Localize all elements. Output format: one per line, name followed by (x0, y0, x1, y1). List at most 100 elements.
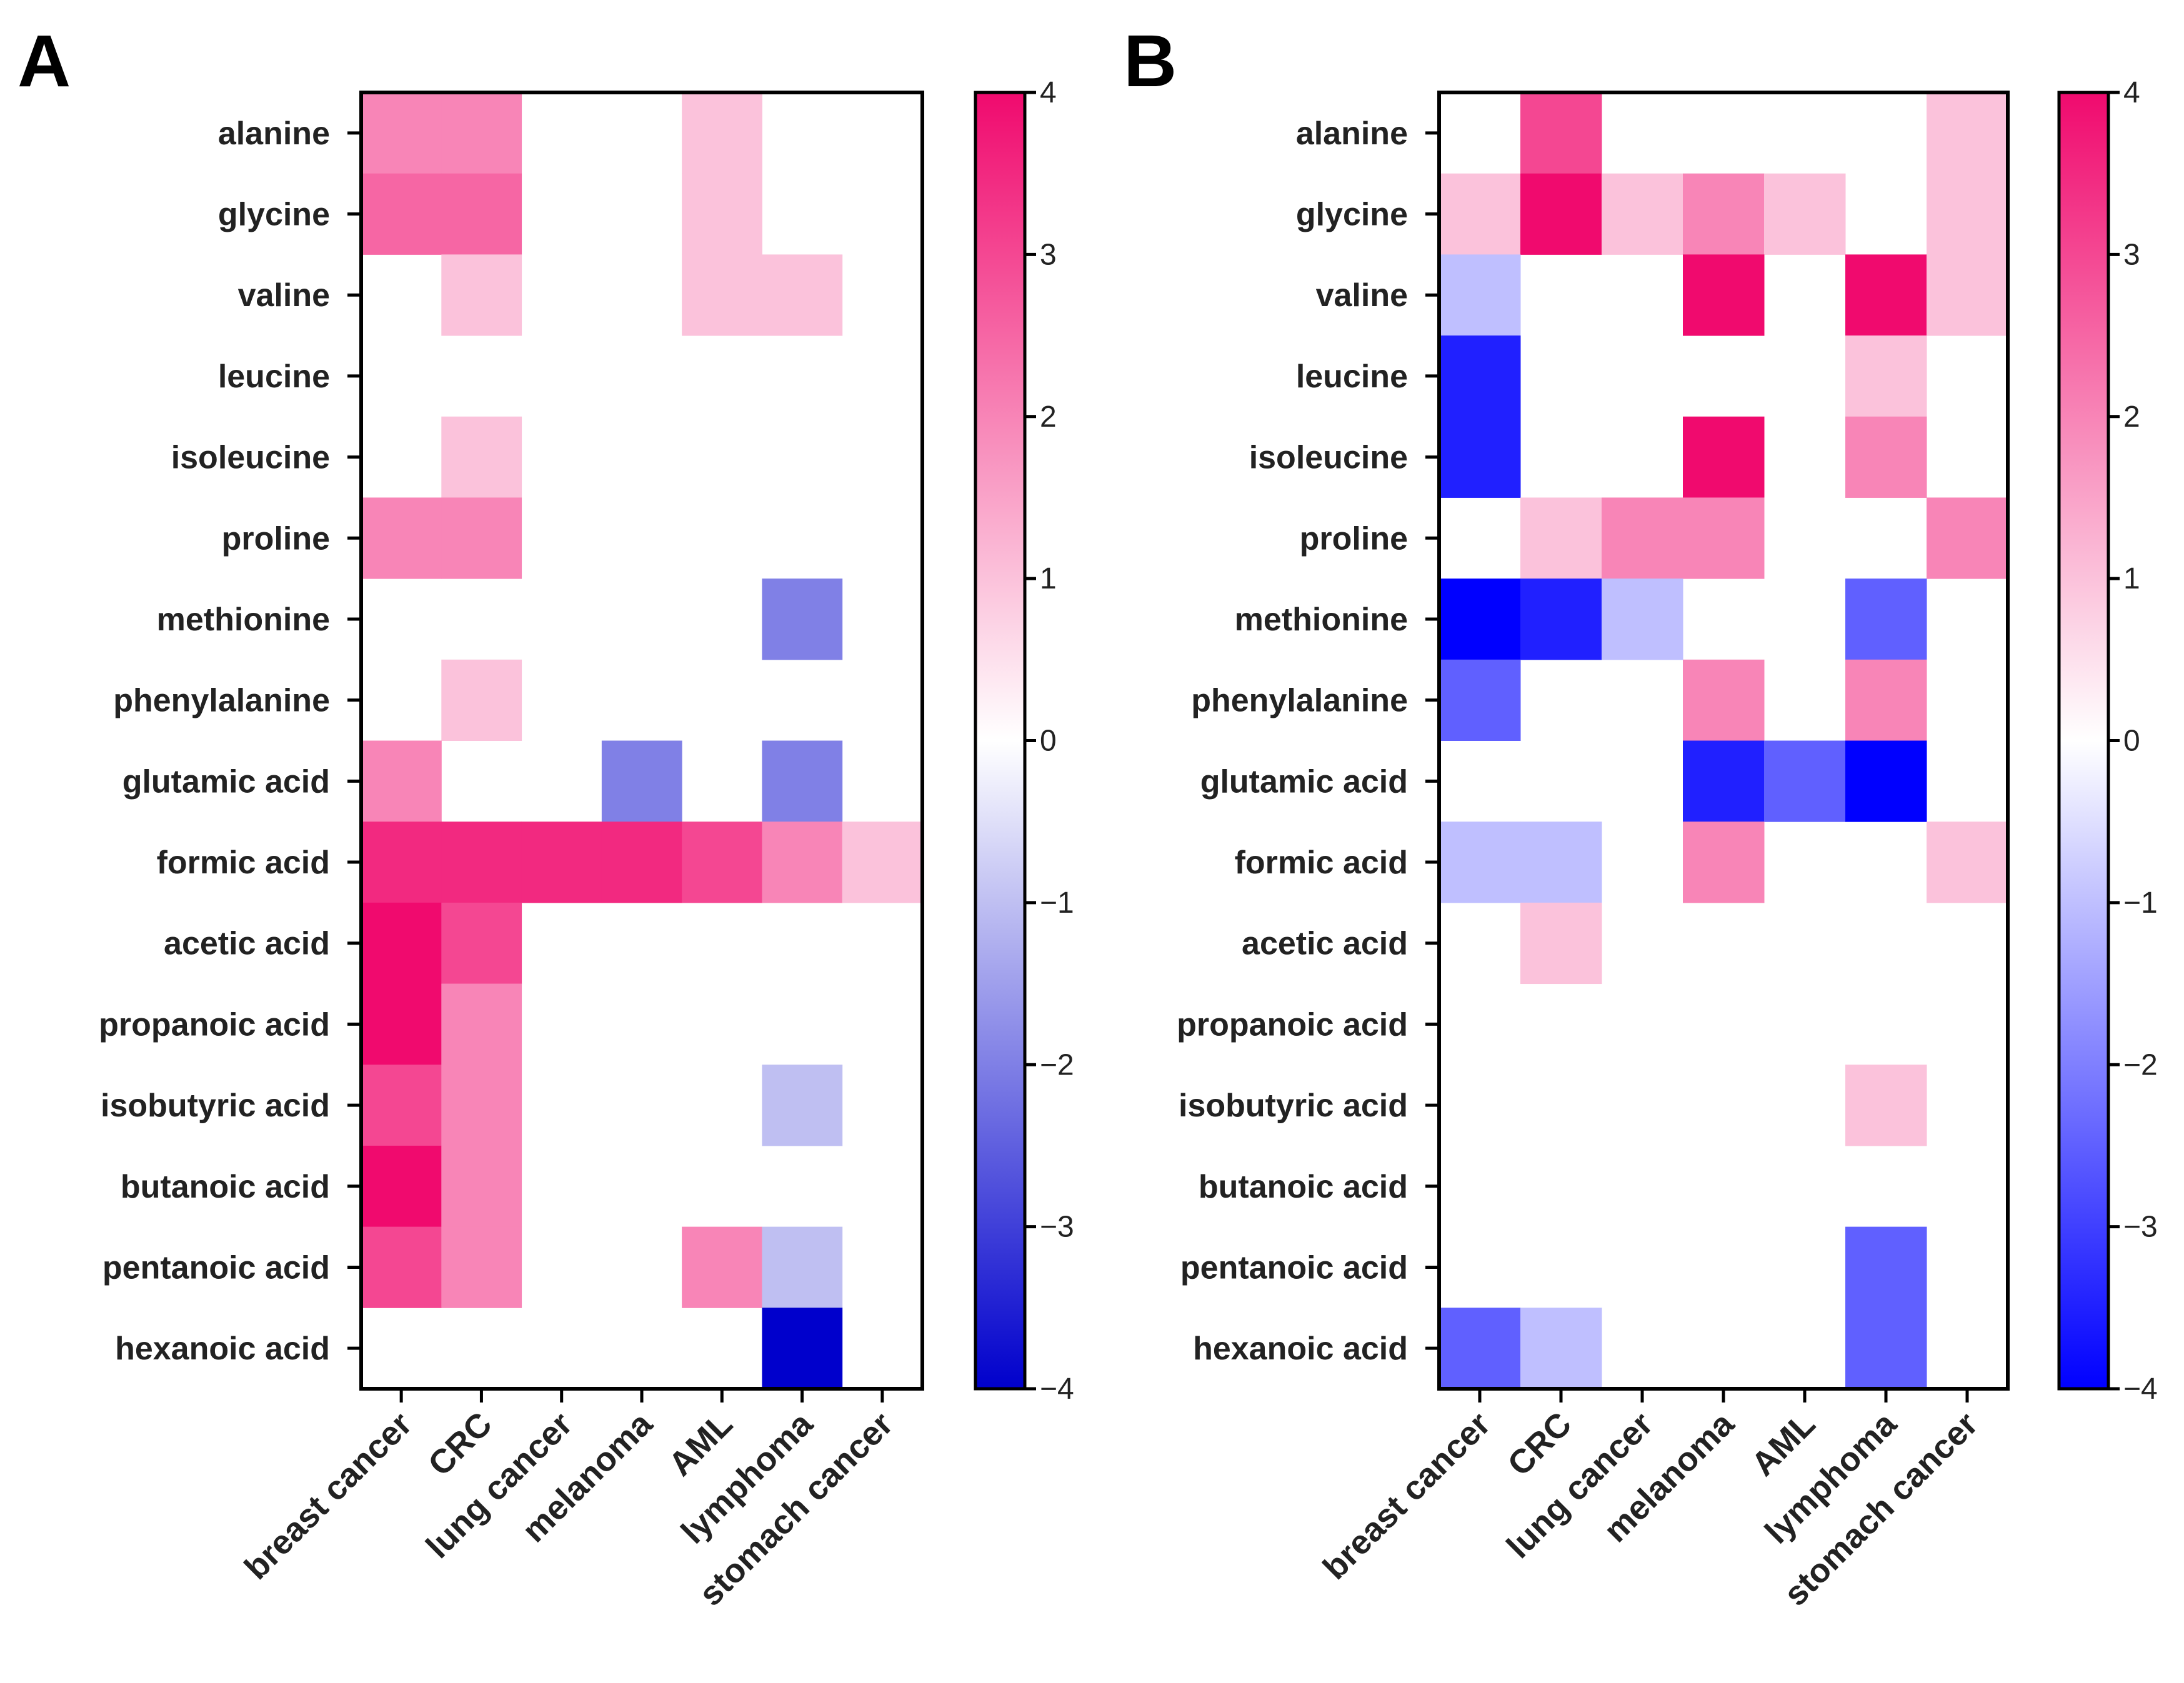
heatmap-cell (1845, 1065, 1927, 1146)
heatmap-panel-a: alanine glycine valine leucine isoleucine pro… (99, 76, 1074, 1613)
heatmap-cell (1520, 173, 1602, 255)
heatmap-cell (441, 416, 522, 498)
row-label: glutamic acid (122, 763, 330, 800)
colorbar-tick-label: −4 (1040, 1373, 1074, 1406)
colorbar-tick-label: −4 (2123, 1373, 2158, 1406)
heatmap-cell (1602, 173, 1683, 255)
row-label: phenylalanine (113, 683, 330, 719)
heatmap-cell (762, 254, 843, 336)
heatmap-cell (1439, 822, 1521, 903)
row-label: pentanoic acid (102, 1249, 330, 1286)
heatmap-cell (1439, 416, 1521, 498)
row-label: glycine (1296, 197, 1408, 233)
row-label: acetic acid (1242, 926, 1408, 962)
heatmap-cell (361, 740, 442, 822)
heatmap-cell (441, 902, 522, 985)
colorbar-tick-label: 4 (2123, 76, 2140, 109)
heatmap-cell (361, 173, 442, 255)
heatmap-cell (1845, 659, 1927, 741)
heatmap-cell (1683, 173, 1765, 255)
heatmap-cell (1439, 254, 1521, 336)
row-label: valine (1316, 277, 1408, 314)
row-label: leucine (1296, 359, 1408, 395)
heatmap-cell (1845, 578, 1927, 660)
colorbar-tick-label: −1 (1040, 886, 1074, 920)
heatmap-cell (441, 92, 522, 174)
heatmap-cell (1683, 740, 1765, 822)
heatmap-cell (1927, 92, 2008, 174)
colorbar-tick-label: 1 (2123, 562, 2140, 595)
row-label: alanine (218, 116, 330, 152)
heatmap-cell (682, 173, 762, 255)
heatmap-cell (1845, 1226, 1927, 1308)
heatmap-cell (1927, 497, 2008, 579)
panel-letter-b: B (1124, 20, 1177, 102)
heatmap-cell (682, 1226, 762, 1308)
colorbar-tick-label: 4 (1040, 76, 1057, 109)
colorbar-tick-label: 0 (1040, 725, 1057, 758)
row-label: isobutyric acid (1179, 1088, 1408, 1124)
colorbar-tick-label: −2 (1040, 1048, 1074, 1081)
panel-letter-a: A (17, 20, 71, 102)
heatmap-cell (361, 983, 442, 1065)
heatmap-cell (361, 92, 442, 174)
row-label: methionine (157, 602, 330, 638)
colorbar-tick-label: −3 (1040, 1211, 1074, 1244)
row-label: glutamic acid (1200, 763, 1408, 800)
heatmap-cell (441, 497, 522, 579)
row-label: phenylalanine (1191, 683, 1408, 719)
heatmap-cell (842, 822, 923, 903)
heatmap-cell (682, 92, 762, 174)
row-label: isoleucine (1249, 440, 1408, 476)
heatmap-cell (1520, 1308, 1602, 1389)
heatmap-cell (762, 1226, 843, 1308)
heatmap-cell (441, 822, 522, 903)
row-label: hexanoic acid (1193, 1331, 1408, 1367)
row-label: proline (1300, 520, 1408, 557)
colorbar-tick-label: 3 (1040, 238, 1057, 271)
row-label: butanoic acid (121, 1169, 330, 1205)
row-label: hexanoic acid (115, 1331, 330, 1367)
heatmap-cell (1439, 578, 1521, 660)
heatmap-cell (1520, 578, 1602, 660)
heatmap-cell (1927, 173, 2008, 255)
row-label: formic acid (1235, 845, 1408, 881)
row-label: valine (238, 277, 330, 314)
colorbar-tick-label: 0 (2123, 725, 2140, 758)
colorbar (974, 91, 1027, 1391)
heatmap-cell (1845, 416, 1927, 498)
heatmap-cell (521, 822, 602, 903)
heatmap-cell (441, 1145, 522, 1228)
heatmap-cell (1439, 659, 1521, 741)
row-label: proline (222, 520, 330, 557)
colorbar-tick-label: −2 (2123, 1048, 2158, 1081)
row-label: leucine (218, 359, 330, 395)
row-label: butanoic acid (1199, 1169, 1408, 1205)
heatmap-cell (441, 173, 522, 255)
heatmap-cell (1520, 497, 1602, 579)
heatmap-cell (361, 1226, 442, 1308)
heatmap-cell (1439, 335, 1521, 417)
heatmap-cell (1439, 1308, 1521, 1389)
heatmap-cell (1602, 578, 1683, 660)
row-label: pentanoic acid (1180, 1249, 1408, 1286)
row-label: isobutyric acid (101, 1088, 330, 1124)
heatmap-cell (1520, 902, 1602, 985)
heatmap-cell (1602, 497, 1683, 579)
heatmap-cell (762, 740, 843, 822)
heatmap-cell (361, 902, 442, 985)
heatmap-cell (1439, 173, 1521, 255)
column-label: breast cancer (1316, 1405, 1498, 1587)
heatmap-cell (361, 497, 442, 579)
row-label: glycine (218, 197, 330, 233)
heatmap-panel-b: alanine glycine valine leucine isoleucine pro… (1177, 76, 2158, 1613)
row-label: alanine (1296, 116, 1408, 152)
heatmap-cell (682, 254, 762, 336)
heatmap-cell (601, 822, 682, 903)
heatmap-cell (1520, 822, 1602, 903)
row-label: isoleucine (171, 440, 330, 476)
colorbar (2057, 91, 2110, 1391)
heatmap-cell (1683, 254, 1765, 336)
heatmap-cell (441, 659, 522, 741)
